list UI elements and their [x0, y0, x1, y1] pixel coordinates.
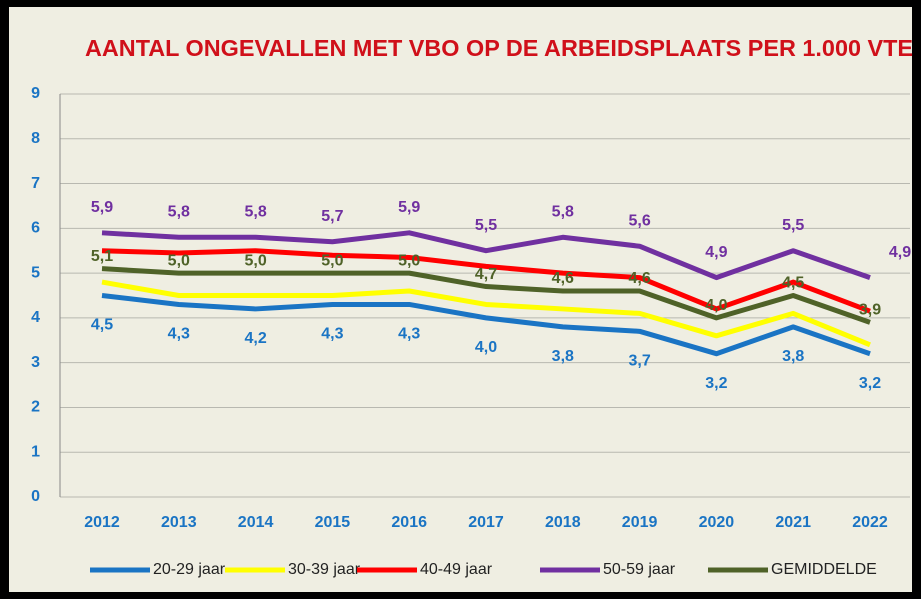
- data-label: 3,8: [782, 348, 804, 365]
- chart-title: AANTAL ONGEVALLEN MET VBO OP DE ARBEIDSP…: [85, 35, 913, 61]
- data-label: 5,0: [244, 252, 266, 269]
- data-label: 3,8: [552, 348, 574, 365]
- x-tick-label: 2012: [84, 514, 120, 531]
- data-label: 5,0: [321, 252, 343, 269]
- legend-label: 50-59 jaar: [603, 561, 676, 578]
- data-label: 5,8: [244, 204, 266, 221]
- x-tick-label: 2015: [315, 514, 351, 531]
- series-line: [101, 293, 871, 357]
- data-label: 3,2: [859, 375, 881, 392]
- x-tick-label: 2016: [391, 514, 427, 531]
- series-line: [101, 248, 871, 314]
- data-label: 5,9: [91, 199, 113, 216]
- data-label: 5,0: [398, 252, 420, 269]
- series-line: [101, 230, 871, 281]
- y-tick-label: 3: [31, 354, 40, 371]
- legend-label: GEMIDDELDE: [771, 561, 877, 578]
- y-tick-label: 5: [31, 264, 40, 281]
- data-label: 4,9: [889, 244, 911, 261]
- x-tick-label: 2018: [545, 514, 581, 531]
- x-tick-label: 2022: [852, 514, 888, 531]
- data-label: 4,2: [244, 330, 266, 347]
- x-tick-label: 2019: [622, 514, 658, 531]
- y-tick-label: 9: [31, 85, 40, 102]
- x-tick-label: 2021: [775, 514, 811, 531]
- data-label: 4,6: [628, 270, 650, 287]
- data-label: 4,9: [705, 244, 727, 261]
- data-label: 3,2: [705, 375, 727, 392]
- data-label: 4,3: [168, 326, 190, 343]
- series-line: [101, 266, 871, 325]
- y-tick-label: 1: [31, 443, 40, 460]
- x-tick-label: 2013: [161, 514, 197, 531]
- data-label: 4,3: [321, 326, 343, 343]
- y-tick-label: 7: [31, 175, 40, 192]
- y-tick-label: 0: [31, 488, 40, 505]
- data-label: 5,8: [552, 204, 574, 221]
- data-label: 3,7: [628, 353, 650, 370]
- data-label: 5,5: [475, 217, 497, 234]
- data-label: 5,9: [398, 199, 420, 216]
- data-label: 5,1: [91, 248, 113, 265]
- data-label: 4,6: [552, 270, 574, 287]
- y-tick-label: 8: [31, 130, 40, 147]
- data-label: 5,5: [782, 217, 804, 234]
- y-tick-label: 6: [31, 220, 40, 237]
- data-label: 4,0: [475, 339, 497, 356]
- data-label: 4,0: [705, 297, 727, 314]
- x-tick-label: 2020: [699, 514, 735, 531]
- legend-label: 40-49 jaar: [420, 561, 493, 578]
- data-label: 3,9: [859, 302, 881, 319]
- legend-label: 30-39 jaar: [288, 561, 361, 578]
- x-tick-label: 2017: [468, 514, 504, 531]
- data-label: 5,6: [628, 212, 650, 229]
- data-label: 4,7: [475, 266, 497, 283]
- y-tick-label: 4: [31, 309, 40, 326]
- legend-label: 20-29 jaar: [153, 561, 226, 578]
- data-label: 4,3: [398, 326, 420, 343]
- data-label: 4,5: [91, 317, 113, 334]
- y-tick-label: 2: [31, 399, 40, 416]
- data-label: 5,0: [168, 252, 190, 269]
- x-tick-label: 2014: [238, 514, 274, 531]
- data-label: 5,8: [168, 204, 190, 221]
- series-line: [101, 279, 871, 348]
- data-label: 4,5: [782, 275, 804, 292]
- data-label: 5,7: [321, 208, 343, 225]
